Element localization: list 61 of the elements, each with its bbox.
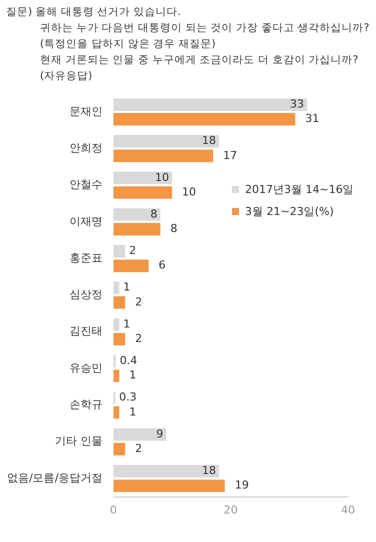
data-label: 8 (150, 207, 158, 220)
data-label: 31 (305, 112, 320, 126)
y-tick-label: 김진태 (69, 324, 102, 338)
data-label: 1 (123, 280, 130, 294)
bar (113, 406, 120, 419)
bar (113, 464, 219, 478)
data-label: 1 (129, 405, 136, 418)
data-label: 0.4 (120, 354, 138, 368)
data-label: 10 (182, 185, 196, 198)
legend-label: 2017년3월 14~16일 (244, 182, 354, 198)
data-label: 33 (290, 97, 304, 110)
bar (113, 186, 172, 199)
data-label: 2 (129, 244, 136, 258)
data-label: 1 (129, 368, 136, 382)
data-label: 2 (135, 295, 142, 308)
x-tick-label: 0 (110, 503, 117, 516)
bar (113, 480, 225, 492)
x-tick-label: 40 (341, 503, 355, 516)
data-label: 19 (234, 478, 249, 492)
bar (113, 172, 172, 184)
y-tick-label: 이재명 (69, 214, 102, 228)
y-tick-label: 안희정 (69, 141, 102, 154)
data-label: 10 (155, 170, 170, 184)
data-label: 18 (202, 134, 216, 148)
data-label: 8 (170, 222, 178, 236)
bar (113, 318, 120, 331)
data-label: 1 (123, 317, 130, 330)
y-tick-label: 기타 인물 (54, 434, 102, 448)
chart-subtitle: 귀하는 누가 다음번 대통령이 되는 것이 가장 좋다고 생각하십니까? (특정인을 답하지 않은 경우 재질문) 현재 거론되는 인물 중 누구에게 조금이라도 더 호감이 가십니까? (자유응답) (39, 21, 370, 84)
bar (113, 222, 160, 236)
bar (113, 354, 116, 368)
bar (113, 244, 126, 258)
bar (113, 296, 126, 309)
y-tick-label: 심상정 (69, 288, 102, 302)
data-label: 17 (223, 148, 238, 162)
bar (113, 428, 166, 441)
data-label: 9 (156, 427, 164, 440)
x-tick-label: 20 (224, 503, 238, 516)
data-label: 2 (135, 442, 142, 456)
chart-title: 질문) 올해 대통령 선거가 있습니다. (6, 5, 182, 20)
bar (113, 208, 160, 221)
bar (113, 282, 120, 294)
y-tick-label: 홍준표 (69, 251, 102, 264)
bar (113, 442, 126, 456)
bar (113, 370, 120, 382)
legend-label: 3월 21~23일(%) (244, 204, 335, 220)
bar (113, 135, 219, 148)
data-label: 18 (202, 464, 216, 477)
bar (113, 150, 214, 162)
y-tick-label: 문재인 (69, 104, 102, 118)
y-tick-label: 안철수 (69, 178, 102, 192)
bar (113, 332, 126, 346)
y-tick-label: 유승민 (69, 361, 102, 374)
bar (113, 98, 307, 111)
data-label: 2 (135, 332, 142, 346)
y-tick-label: 손학규 (69, 398, 102, 412)
data-label: 6 (158, 258, 166, 272)
data-label: 0.3 (119, 390, 137, 404)
bar (113, 260, 149, 272)
y-tick-label: 없음/모름/응답거절 (6, 471, 102, 484)
bar (113, 113, 296, 126)
